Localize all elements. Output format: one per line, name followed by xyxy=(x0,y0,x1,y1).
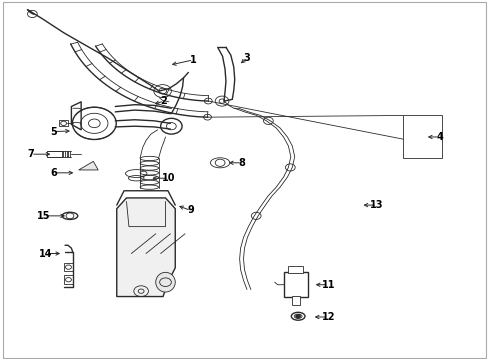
Bar xyxy=(292,296,299,305)
Text: 6: 6 xyxy=(50,168,57,178)
Text: 7: 7 xyxy=(27,149,34,159)
Circle shape xyxy=(72,107,116,139)
Text: 8: 8 xyxy=(238,158,245,168)
Bar xyxy=(59,121,68,126)
Text: 1: 1 xyxy=(189,55,196,65)
Text: 9: 9 xyxy=(187,206,194,216)
Text: 15: 15 xyxy=(37,211,50,221)
Text: 14: 14 xyxy=(39,248,52,258)
Text: 13: 13 xyxy=(369,200,383,210)
Circle shape xyxy=(295,315,300,318)
Bar xyxy=(288,266,303,273)
Bar xyxy=(47,150,61,157)
Polygon shape xyxy=(117,198,175,297)
Text: 11: 11 xyxy=(321,280,334,290)
Text: 4: 4 xyxy=(435,132,442,142)
Bar xyxy=(64,275,73,284)
Text: 2: 2 xyxy=(161,96,167,106)
Bar xyxy=(402,116,441,158)
Text: 10: 10 xyxy=(162,173,175,183)
Text: 12: 12 xyxy=(321,312,334,322)
Bar xyxy=(284,272,307,297)
Bar xyxy=(64,263,73,271)
Circle shape xyxy=(160,118,182,134)
Polygon shape xyxy=(79,161,98,170)
Text: 5: 5 xyxy=(50,127,57,136)
Text: 3: 3 xyxy=(243,53,250,63)
Ellipse shape xyxy=(156,273,175,292)
